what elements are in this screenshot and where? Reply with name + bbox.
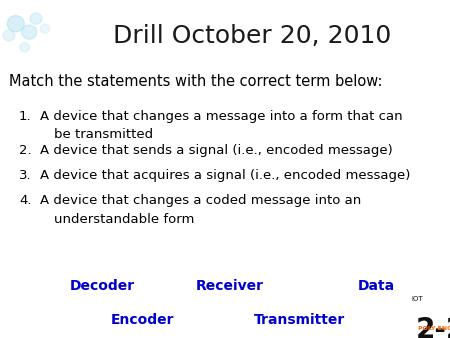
Text: POLY ENGINEERING: POLY ENGINEERING [418, 326, 450, 331]
Text: Match the statements with the correct term below:: Match the statements with the correct te… [9, 74, 382, 89]
Text: 1.: 1. [19, 110, 32, 123]
Text: Receiver: Receiver [196, 279, 264, 293]
Ellipse shape [7, 16, 24, 32]
Text: Transmitter: Transmitter [254, 313, 346, 327]
Text: Decoder: Decoder [70, 279, 135, 293]
Ellipse shape [40, 24, 50, 33]
Text: IOT: IOT [412, 296, 423, 302]
Text: A device that acquires a signal (i.e., encoded message): A device that acquires a signal (i.e., e… [40, 169, 411, 182]
Text: 4.: 4. [19, 194, 32, 207]
Text: A device that sends a signal (i.e., encoded message): A device that sends a signal (i.e., enco… [40, 144, 393, 156]
Text: A device that changes a message into a form that can: A device that changes a message into a f… [40, 110, 403, 123]
Ellipse shape [30, 13, 42, 24]
Text: Encoder: Encoder [110, 313, 174, 327]
Text: 3.: 3. [19, 169, 32, 182]
Ellipse shape [3, 30, 15, 41]
Text: 2-2: 2-2 [416, 316, 450, 338]
Text: Data: Data [358, 279, 395, 293]
Ellipse shape [22, 25, 37, 39]
Text: A device that changes a coded message into an: A device that changes a coded message in… [40, 194, 362, 207]
Text: 2.: 2. [19, 144, 32, 156]
Text: Drill October 20, 2010: Drill October 20, 2010 [113, 24, 391, 48]
Text: understandable form: understandable form [54, 213, 194, 226]
Ellipse shape [20, 43, 30, 52]
Text: be transmitted: be transmitted [54, 128, 153, 141]
